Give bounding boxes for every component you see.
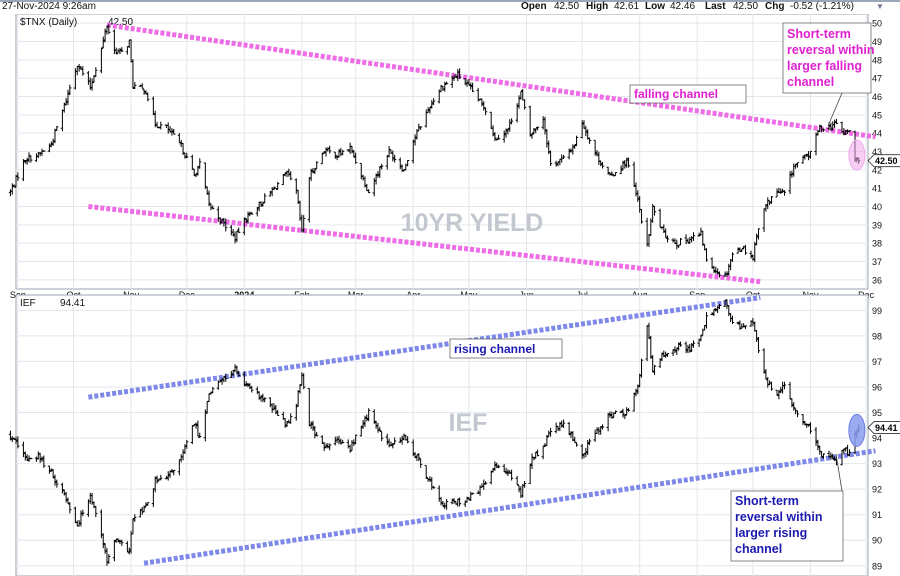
y-tick-label: 39 (872, 220, 882, 230)
last-value: 42.50 (733, 1, 759, 12)
reversal-highlight (848, 139, 866, 171)
channel-label-box (629, 84, 747, 104)
y-tick-label: 46 (872, 92, 882, 102)
header-strip (0, 0, 900, 2)
y-tick-label: 91 (872, 510, 882, 520)
chg-label: Chg (765, 1, 785, 12)
y-tick-label: 38 (872, 239, 882, 249)
y-tick-label: 40 (872, 202, 882, 212)
reversal-note-pointer (835, 453, 843, 492)
reversal-note-line: larger falling (787, 59, 862, 73)
y-tick-label: 37 (872, 257, 882, 267)
channel-label-box (449, 338, 563, 359)
symbol-label: IEF (20, 298, 36, 309)
down-arrow-icon: ▼ (876, 2, 884, 11)
watermark: IEF (449, 409, 488, 437)
y-tick-label: 95 (872, 408, 882, 418)
channel-line-lower (88, 204, 761, 285)
y-tick-label: 43 (872, 147, 882, 157)
y-tick-label: 44 (872, 129, 882, 139)
symbol-last-value: 42.50 (108, 17, 133, 28)
reversal-note-box (730, 490, 844, 562)
watermark: 10YR YIELD (401, 209, 544, 237)
chart-canvas: 363738394041424344454647484950SepOctNovD… (8, 14, 900, 576)
channel-label: rising channel (454, 342, 535, 356)
y-tick-label: 47 (872, 74, 882, 84)
last-price-marker-label: 42.50 (875, 156, 898, 166)
tnx-panel: 363738394041424344454647484950SepOctNovD… (8, 14, 900, 300)
reversal-note-line: Short-term (735, 494, 799, 508)
ief-panel: 8990919293949596979899SepOctNovDec2024Fe… (8, 294, 900, 576)
y-tick-label: 36 (872, 275, 882, 285)
y-tick-label: 48 (872, 55, 882, 65)
reversal-note-pointer (827, 92, 843, 127)
plot-area (15, 294, 869, 576)
low-label: Low (645, 1, 665, 12)
y-tick-label: 41 (872, 184, 882, 194)
y-tick-label: 90 (872, 536, 882, 546)
symbol-last-value: 94.41 (60, 298, 85, 309)
last-price-marker-label: 94.41 (875, 423, 898, 433)
y-tick-label: 99 (872, 306, 882, 316)
channel-line-upper (88, 295, 761, 400)
chart-header-bar: 27-Nov-2024 9:26am Open 42.50 High 42.61… (0, 0, 900, 16)
y-tick-label: 49 (872, 37, 882, 47)
last-price-marker (867, 421, 900, 434)
y-tick-label: 94 (872, 434, 882, 444)
reversal-note-line: channel (787, 75, 834, 89)
y-tick-label: 97 (872, 357, 882, 367)
y-tick-label: 98 (872, 331, 882, 341)
last-label: Last (705, 1, 726, 12)
y-tick-label: 92 (872, 485, 882, 495)
symbol-label: $TNX (Daily) (20, 17, 77, 28)
reversal-note-line: reversal within (735, 510, 823, 524)
y-tick-label: 50 (872, 19, 882, 29)
timestamp: 27-Nov-2024 9:26am (2, 1, 96, 12)
y-tick-label: 45 (872, 110, 882, 120)
reversal-note-line: larger rising (735, 526, 807, 540)
y-tick-label: 42 (872, 165, 882, 175)
reversal-note-box (782, 22, 872, 94)
channel-line-lower (143, 448, 876, 566)
high-value: 42.61 (614, 1, 640, 12)
reversal-highlight (848, 413, 866, 447)
y-tick-label: 93 (872, 459, 882, 469)
channel-label: falling channel (634, 87, 718, 101)
low-value: 42.46 (670, 1, 696, 12)
high-label: High (586, 1, 609, 12)
last-price-marker (867, 154, 900, 168)
y-tick-label: 89 (872, 561, 882, 571)
reversal-note-line: reversal within (787, 43, 875, 57)
open-value: 42.50 (554, 1, 580, 12)
y-tick-label: 96 (872, 382, 882, 392)
channel-line-upper (106, 22, 876, 140)
open-label: Open (521, 1, 547, 12)
reversal-note-line: Short-term (787, 27, 851, 41)
reversal-note-line: channel (735, 542, 782, 556)
chg-value: -0.52 (-1.21%) (790, 1, 854, 12)
